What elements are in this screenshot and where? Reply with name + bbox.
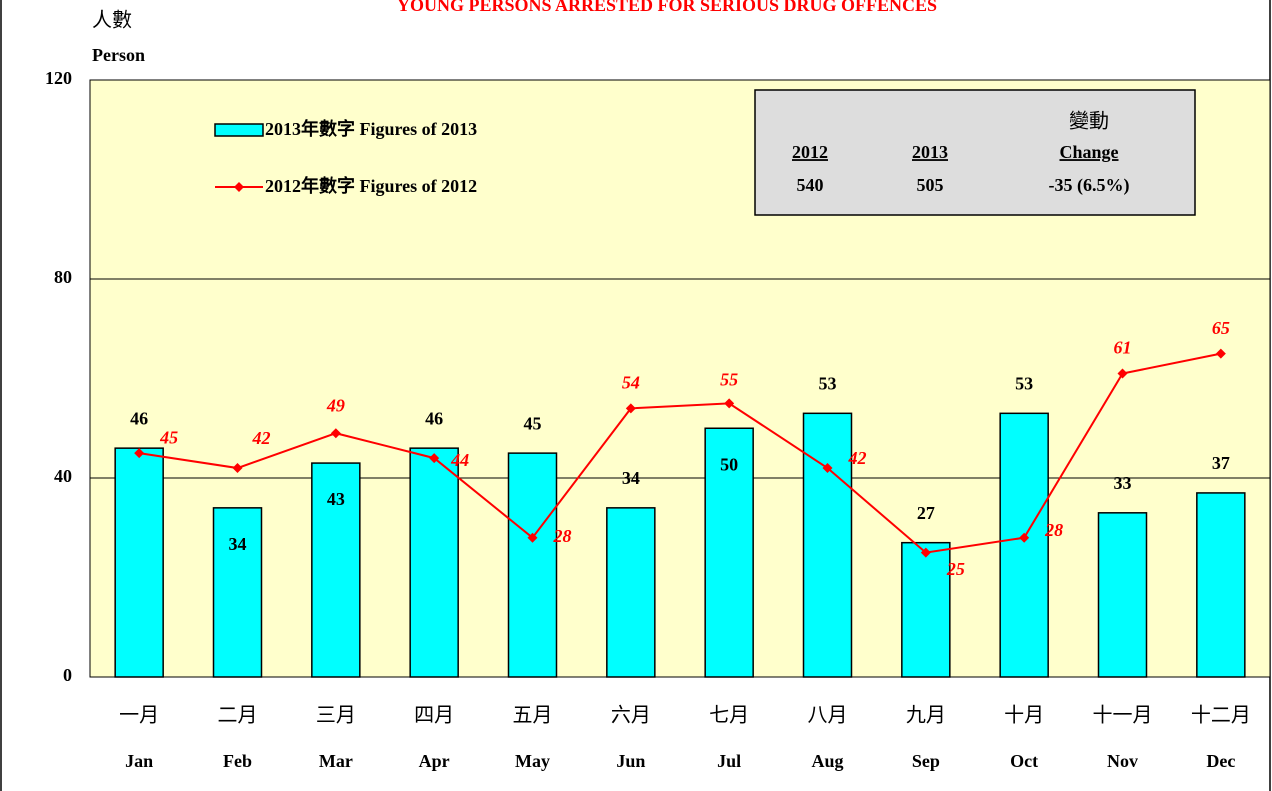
bar — [606, 507, 656, 678]
x-tick-label: Jul — [717, 751, 741, 771]
x-tick-label-zh: 十月 — [1004, 703, 1044, 727]
summary-value: 540 — [797, 175, 824, 195]
bar — [1196, 492, 1246, 678]
line-label: 54 — [622, 372, 640, 392]
bar-label: 37 — [1212, 453, 1230, 473]
line-label: 65 — [1212, 318, 1230, 338]
line — [139, 352, 1222, 554]
line-marker — [1117, 368, 1128, 379]
bar-label: 46 — [130, 408, 148, 428]
x-tick-label: Sep — [912, 751, 940, 771]
x-tick-label: Feb — [223, 751, 252, 771]
x-tick-label: Dec — [1206, 751, 1235, 771]
bar — [901, 541, 951, 678]
x-tick-label-zh: 七月 — [709, 703, 749, 727]
line-label: 55 — [720, 370, 738, 390]
x-tick-label-zh: 六月 — [611, 703, 651, 727]
x-tick-label-zh: 五月 — [513, 703, 553, 727]
y-tick-label: 120 — [45, 68, 72, 88]
summary-change-zh: 變動 — [1069, 109, 1109, 133]
line-label: 44 — [450, 450, 469, 470]
y-label: Person — [92, 45, 145, 65]
x-tick-label-zh: 四月 — [414, 703, 454, 727]
bar — [311, 462, 361, 678]
x-tick-label-zh: 八月 — [808, 703, 848, 727]
bar-label: 34 — [229, 534, 247, 554]
bar-label: 33 — [1114, 473, 1132, 493]
bar-label: 45 — [524, 413, 542, 433]
line-label: 28 — [553, 526, 572, 546]
y-tick-label: 0 — [63, 665, 72, 685]
line-marker — [1019, 532, 1030, 543]
summary-value: -35 (6.5%) — [1049, 175, 1130, 196]
x-tick-label-zh: 一月 — [119, 703, 159, 727]
bar — [704, 427, 754, 678]
legend-swatch — [214, 123, 264, 137]
bar-label: 53 — [819, 373, 837, 393]
chart-title: YOUNG PERSONS ARRESTED FOR SERIOUS DRUG … — [397, 0, 937, 15]
legend-label: 2012年數字 Figures of 2012 — [265, 175, 477, 196]
line-label: 28 — [1044, 520, 1063, 540]
bar-label: 34 — [622, 468, 640, 488]
x-tick-label-zh: 十一月 — [1093, 703, 1153, 727]
line-marker — [429, 453, 440, 464]
x-tick-label-zh: 三月 — [316, 703, 356, 727]
line-marker — [232, 463, 243, 474]
x-tick-label: May — [515, 751, 550, 771]
x-tick-label: Aug — [811, 751, 843, 771]
legend-label: 2013年數字 Figures of 2013 — [265, 118, 477, 139]
bar — [507, 452, 558, 678]
x-tick-label: Oct — [1010, 751, 1038, 771]
line-marker — [920, 547, 931, 558]
line-label: 49 — [326, 395, 345, 415]
line-label: 61 — [1114, 338, 1132, 358]
bar — [114, 447, 164, 678]
bar-label: 46 — [425, 408, 443, 428]
y-tick-label: 80 — [54, 267, 72, 287]
line-label: 45 — [159, 427, 178, 447]
bar-label: 53 — [1015, 373, 1033, 393]
legend-swatch — [234, 182, 244, 192]
line-marker — [330, 428, 341, 439]
bar — [212, 507, 263, 678]
line-marker — [527, 532, 538, 543]
line-marker — [1215, 348, 1226, 359]
summary-header: 2013 — [912, 142, 948, 162]
x-tick-label: Jan — [125, 751, 153, 771]
summary-header: 2012 — [792, 142, 828, 162]
line-label: 42 — [848, 448, 867, 468]
line-label: 42 — [252, 428, 271, 448]
summary-value: 505 — [917, 175, 944, 195]
y-label-zh: 人數 — [92, 8, 132, 32]
x-tick-label: Jun — [616, 751, 645, 771]
line-marker — [625, 403, 636, 414]
x-tick-label-zh: 二月 — [218, 703, 258, 727]
line-marker — [724, 398, 735, 409]
summary-header: Change — [1059, 142, 1118, 162]
bar — [1097, 512, 1148, 678]
bar-label: 43 — [327, 489, 345, 509]
x-tick-label-zh: 十二月 — [1191, 703, 1251, 727]
x-tick-label-zh: 九月 — [906, 703, 946, 727]
summary-box — [754, 89, 1196, 216]
bar — [999, 412, 1049, 678]
bar-label: 27 — [917, 503, 935, 523]
line-marker — [134, 448, 145, 459]
x-tick-label: Apr — [419, 751, 450, 771]
line-marker — [822, 463, 833, 474]
x-tick-label: Mar — [319, 751, 353, 771]
line-label: 25 — [946, 559, 965, 579]
bar — [802, 412, 853, 678]
x-tick-label: Nov — [1107, 751, 1138, 771]
bar-label: 50 — [720, 454, 738, 474]
y-tick-label: 40 — [54, 466, 72, 486]
bar — [409, 447, 459, 678]
